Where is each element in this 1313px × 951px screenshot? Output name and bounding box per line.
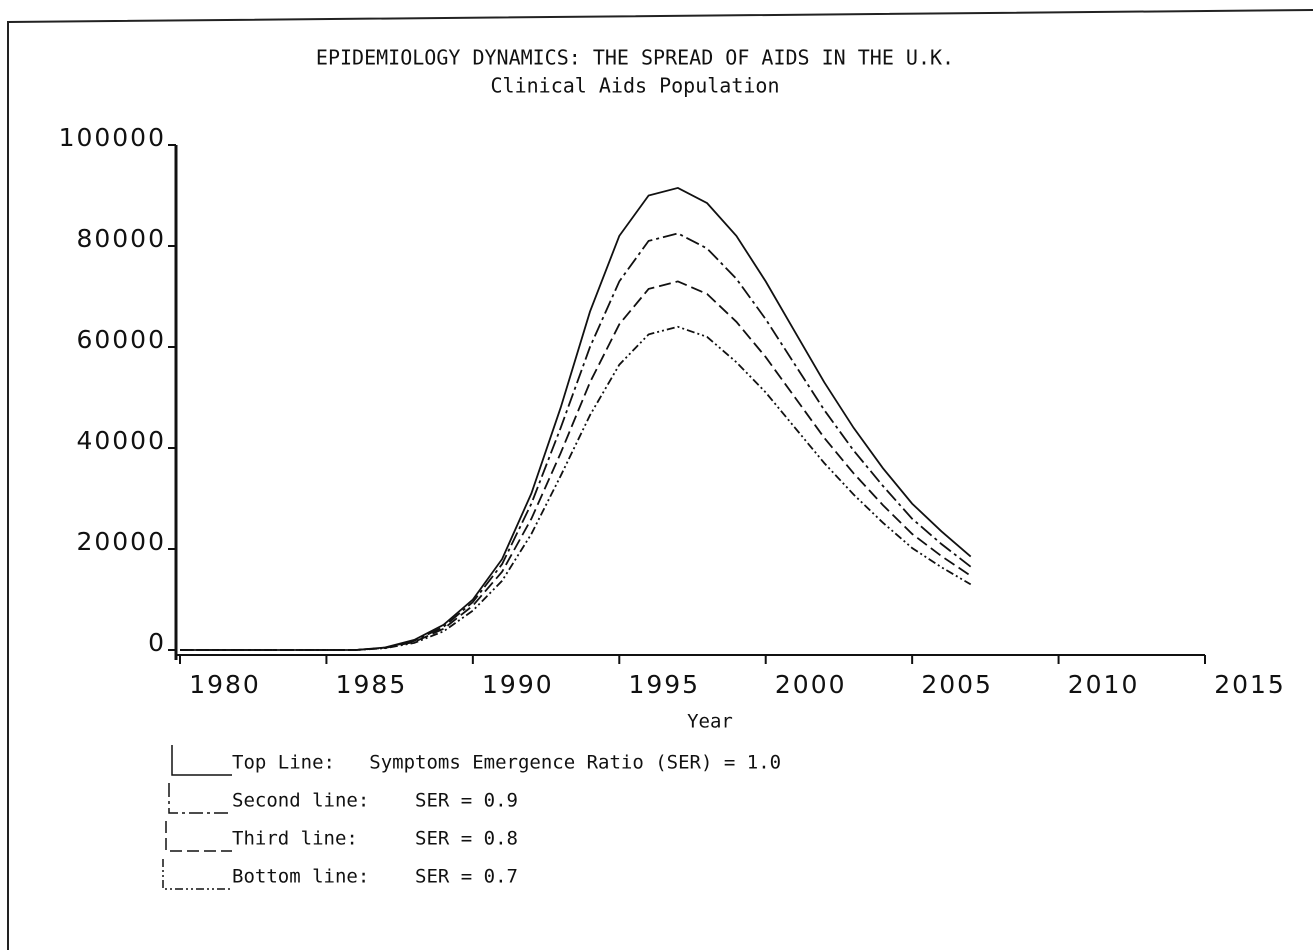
y-tick-label: 20000 xyxy=(76,527,166,556)
legend-label: Third line: SER = 0.8 xyxy=(232,828,518,850)
x-tick-label: 1985 xyxy=(336,670,408,699)
legend-swatch xyxy=(162,859,232,890)
chart-title: EPIDEMIOLOGY DYNAMICS: THE SPREAD OF AID… xyxy=(316,46,954,70)
data-line xyxy=(180,280,972,651)
y-tick-label: 40000 xyxy=(76,426,166,455)
legend-swatch xyxy=(171,745,232,776)
page-frame xyxy=(7,9,1313,950)
legend-swatch xyxy=(168,783,232,814)
x-tick-label: 2000 xyxy=(775,670,847,699)
legend-label: Top Line: Symptoms Emergence Ratio (SER)… xyxy=(232,752,781,774)
data-line xyxy=(180,325,972,651)
legend-label: Second line: SER = 0.9 xyxy=(232,790,518,812)
y-tick-label: 100000 xyxy=(59,123,166,152)
chart-subtitle: Clinical Aids Population xyxy=(491,74,780,98)
x-tick-label: 1980 xyxy=(189,670,261,699)
y-tick-label: 60000 xyxy=(76,325,166,354)
legend-swatch xyxy=(165,821,232,852)
x-axis-label: Year xyxy=(687,711,733,733)
x-tick-label: 2005 xyxy=(921,670,993,699)
x-tick-label: 2010 xyxy=(1068,670,1140,699)
legend-label: Bottom line: SER = 0.7 xyxy=(232,866,518,888)
y-tick-label: 80000 xyxy=(76,224,166,253)
y-tick-label: 0 xyxy=(148,628,166,657)
x-tick-label: 1990 xyxy=(482,670,554,699)
x-tick-label: 1995 xyxy=(628,670,700,699)
x-tick-label: 2015 xyxy=(1214,670,1286,699)
